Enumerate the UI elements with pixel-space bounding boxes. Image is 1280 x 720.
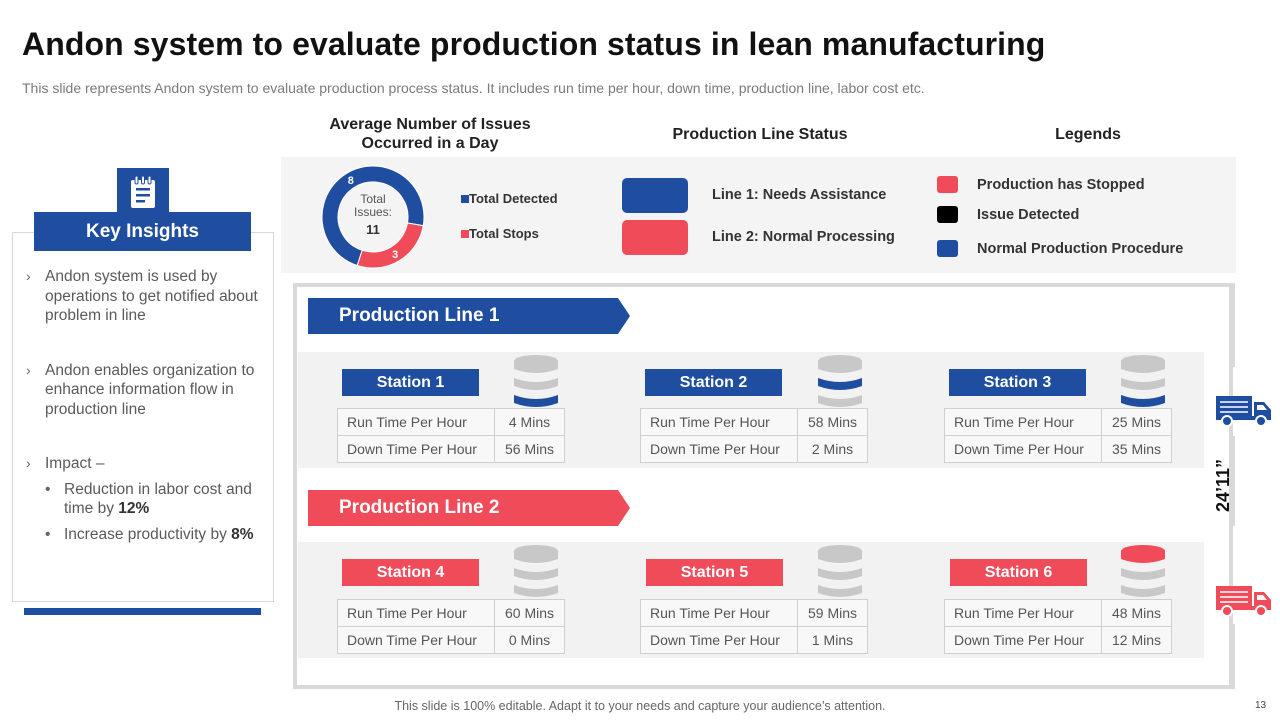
database-icon [1121, 545, 1165, 597]
donut-slice-value: 8 [348, 175, 354, 187]
elapsed-timer: 24’11” [1213, 458, 1234, 512]
detected-legend-label: Total Detected [469, 191, 558, 206]
database-icon [1121, 355, 1165, 407]
database-layer [818, 395, 862, 407]
delivery-truck-icon [1216, 586, 1271, 617]
database-layer [1121, 378, 1165, 390]
stops-legend-label: Total Stops [469, 226, 539, 241]
insight-item: › Andon system is used by operations to … [26, 268, 258, 324]
summary-panel [281, 157, 1236, 273]
donut-slice-detected [321, 165, 425, 267]
database-icon [514, 355, 558, 407]
station-6-label: Station 6 [950, 559, 1087, 586]
database-layer [1121, 568, 1165, 580]
station-1-label: Station 1 [342, 369, 479, 396]
line-status-heading: Production Line Status [672, 126, 848, 143]
table-row: Down Time Per Hour 56 Mins [337, 435, 565, 463]
production-line-1-banner: Production Line 1 [308, 298, 630, 334]
station-5-label: Station 5 [646, 559, 783, 586]
table-row: Down Time Per Hour 12 Mins [944, 626, 1172, 654]
database-icon [818, 355, 862, 407]
track-line [1232, 624, 1235, 689]
database-layer [818, 378, 862, 390]
slide-title: Andon system to evaluate production stat… [22, 26, 1046, 62]
legend-normal-swatch [937, 240, 958, 257]
insight-subitem: • Reduction in labor cost and time by 12… [45, 480, 252, 518]
legend-normal-label: Normal Production Procedure [977, 241, 1184, 257]
station-6-table: Run Time Per Hour 48 Mins Down Time Per H… [944, 599, 1172, 654]
track-line [1232, 283, 1235, 367]
track-line [1232, 436, 1235, 526]
station-4-table: Run Time Per Hour 60 Mins Down Time Per H… [337, 599, 565, 654]
insight-subitem: • Increase productivity by 8% [45, 525, 254, 543]
chevron-right-icon: › [26, 361, 31, 378]
database-top [818, 545, 862, 557]
station-5-table: Run Time Per Hour 59 Mins Down Time Per H… [640, 599, 868, 654]
donut-center-label: Total Issues: 11 [353, 192, 392, 237]
key-insights-underline [24, 608, 261, 615]
database-layer [818, 568, 862, 580]
table-row: Run Time Per Hour 4 Mins [337, 408, 565, 436]
database-layer [1121, 585, 1165, 597]
station-4-label: Station 4 [342, 559, 479, 586]
clipboard-icon [117, 168, 169, 216]
key-insights-header: Key Insights [34, 212, 251, 251]
database-top [514, 545, 558, 557]
key-insights-list: › Andon system is used by operations to … [24, 267, 266, 544]
line2-status-label: Line 2: Normal Processing [712, 229, 895, 245]
table-row: Down Time Per Hour 0 Mins [337, 626, 565, 654]
donut-slice-value: 3 [392, 249, 398, 261]
table-row: Down Time Per Hour 2 Mins [640, 435, 868, 463]
database-layer [514, 568, 558, 580]
table-row: Run Time Per Hour 60 Mins [337, 599, 565, 627]
chevron-right-icon: › [26, 268, 31, 284]
database-layer [514, 585, 558, 597]
stops-legend-swatch [461, 230, 469, 238]
station-3-label: Station 3 [949, 369, 1086, 396]
slide-subtitle: This slide represents Andon system to ev… [22, 80, 925, 96]
legend-issue-swatch [937, 206, 958, 223]
page-number: 13 [1255, 700, 1267, 711]
database-layer [514, 378, 558, 390]
issues-donut-chart: 83 [321, 165, 425, 269]
station-1-table: Run Time Per Hour 4 Mins Down Time Per Ho… [337, 408, 565, 463]
database-icon [514, 545, 558, 597]
database-top [818, 355, 862, 367]
production-line-2-banner: Production Line 2 [308, 490, 630, 526]
chevron-right-icon: › [26, 455, 31, 471]
legend-issue-label: Issue Detected [977, 207, 1080, 223]
table-row: Run Time Per Hour 59 Mins [640, 599, 868, 627]
insight-item: › Impact – [26, 455, 105, 472]
legend-stopped-swatch [937, 176, 958, 193]
table-row: Down Time Per Hour 1 Mins [640, 626, 868, 654]
delivery-truck-icon [1216, 396, 1271, 427]
table-row: Run Time Per Hour 48 Mins [944, 599, 1172, 627]
line2-status-indicator [622, 220, 688, 255]
issues-chart-heading: Average Number of Issues Occurred in a D… [329, 116, 531, 152]
database-icon [818, 545, 862, 597]
slide-footer: This slide is 100% editable. Adapt it to… [394, 699, 886, 713]
database-top [514, 355, 558, 367]
station-2-label: Station 2 [645, 369, 782, 396]
line1-status-label: Line 1: Needs Assistance [712, 187, 887, 203]
legends-heading: Legends [1055, 126, 1121, 143]
station-2-table: Run Time Per Hour 58 Mins Down Time Per H… [640, 408, 868, 463]
station-3-table: Run Time Per Hour 25 Mins Down Time Per H… [944, 408, 1172, 463]
key-insights-panel [12, 232, 274, 602]
insight-item: › Andon enables organization to enhance … [26, 361, 255, 418]
detected-legend-swatch [461, 195, 469, 203]
line1-status-indicator [622, 178, 688, 213]
table-row: Run Time Per Hour 25 Mins [944, 408, 1172, 436]
table-row: Down Time Per Hour 35 Mins [944, 435, 1172, 463]
database-top [1121, 545, 1165, 557]
database-layer [818, 585, 862, 597]
database-layer [1121, 395, 1165, 407]
legend-stopped-label: Production has Stopped [977, 177, 1145, 193]
table-row: Run Time Per Hour 58 Mins [640, 408, 868, 436]
database-top [1121, 355, 1165, 367]
donut-slice-stops [356, 222, 424, 269]
database-layer [514, 395, 558, 407]
